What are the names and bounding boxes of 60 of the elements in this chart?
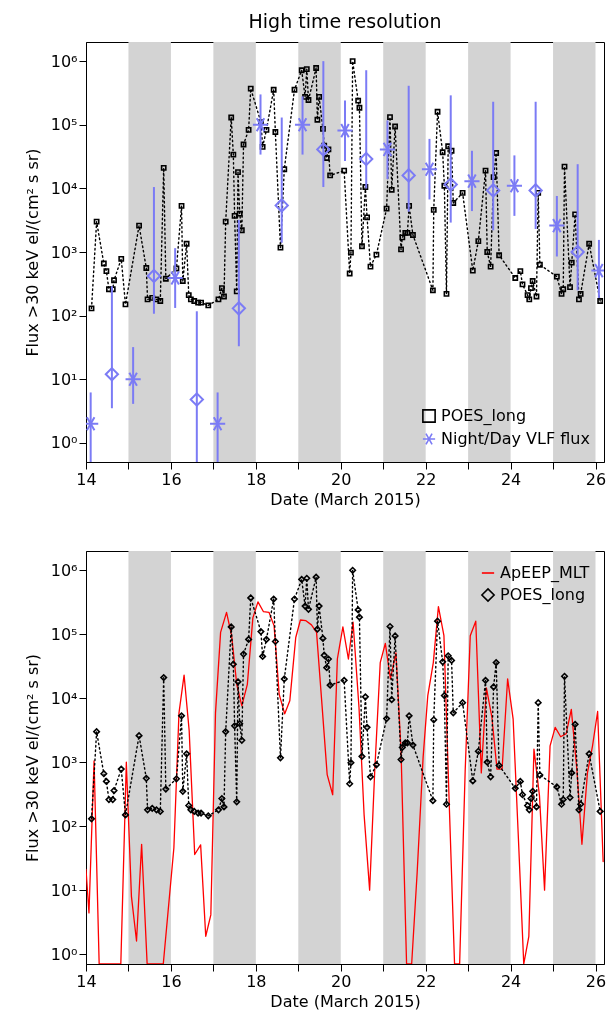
point: [316, 142, 331, 157]
x-tick-label: 20: [331, 971, 352, 991]
x-tick-label: 14: [76, 469, 97, 489]
y-tick-label: 10¹: [50, 880, 78, 900]
legend-label: ApEEP_MLT: [500, 563, 590, 583]
y-tick-label: 10⁵: [50, 115, 78, 135]
point: [378, 141, 397, 157]
x-axis-title: Date (March 2015): [270, 489, 421, 509]
x-tick-label: 22: [415, 971, 437, 991]
x-tick-label: 24: [500, 469, 522, 489]
point: [189, 392, 204, 407]
y-tick-label: 10⁰: [50, 433, 78, 453]
point: [209, 416, 227, 432]
x-tick-label: 26: [585, 469, 607, 489]
point: [443, 177, 458, 192]
point: [401, 168, 416, 183]
x-tick-label: 14: [76, 971, 97, 991]
y-axis-title: Flux >30 keV el/(cm² s sr): [22, 653, 42, 863]
legend-label: POES_long: [441, 406, 527, 426]
point: [486, 183, 501, 198]
point: [104, 367, 120, 382]
y-tick-label: 10¹: [50, 369, 78, 389]
point: [528, 183, 543, 198]
y-tick-label: 10³: [50, 242, 78, 262]
point: [124, 371, 142, 387]
x-axis-title: Date (March 2015): [270, 991, 421, 1011]
chart-title: High time resolution: [248, 10, 442, 32]
point: [166, 270, 184, 286]
x-tick-label: 18: [246, 469, 267, 489]
x-tick-label: 16: [161, 971, 182, 991]
point: [251, 117, 270, 133]
point: [548, 218, 566, 234]
point: [505, 178, 523, 194]
y-tick-label: 10⁴: [50, 688, 78, 708]
y-tick-label: 10⁵: [50, 624, 78, 644]
y-axis-title: Flux >30 keV el/(cm² s sr): [22, 148, 42, 357]
x-tick-label: 24: [500, 971, 522, 991]
y-tick-label: 10⁰: [50, 944, 78, 964]
y-tick-label: 10²: [50, 816, 78, 836]
y-tick-label: 10⁴: [50, 178, 78, 198]
point: [336, 123, 354, 139]
point: [293, 117, 312, 133]
point: [420, 161, 439, 177]
x-tick-label: 16: [161, 469, 182, 489]
point: [359, 151, 374, 167]
legend-label: POES_long: [500, 585, 586, 605]
x-tick-label: 26: [585, 971, 607, 991]
legend-label: Night/Day VLF flux: [441, 429, 590, 448]
y-tick-label: 10²: [50, 306, 78, 326]
x-tick-label: 22: [415, 469, 437, 489]
y-tick-label: 10⁶: [50, 560, 78, 580]
point: [231, 301, 246, 316]
y-tick-label: 10³: [50, 752, 78, 772]
y-tick-label: 10⁶: [50, 51, 78, 71]
x-tick-label: 20: [331, 469, 352, 489]
point: [570, 244, 585, 260]
point: [463, 173, 481, 189]
point: [146, 268, 162, 284]
x-tick-label: 18: [246, 971, 267, 991]
point: [274, 198, 289, 213]
